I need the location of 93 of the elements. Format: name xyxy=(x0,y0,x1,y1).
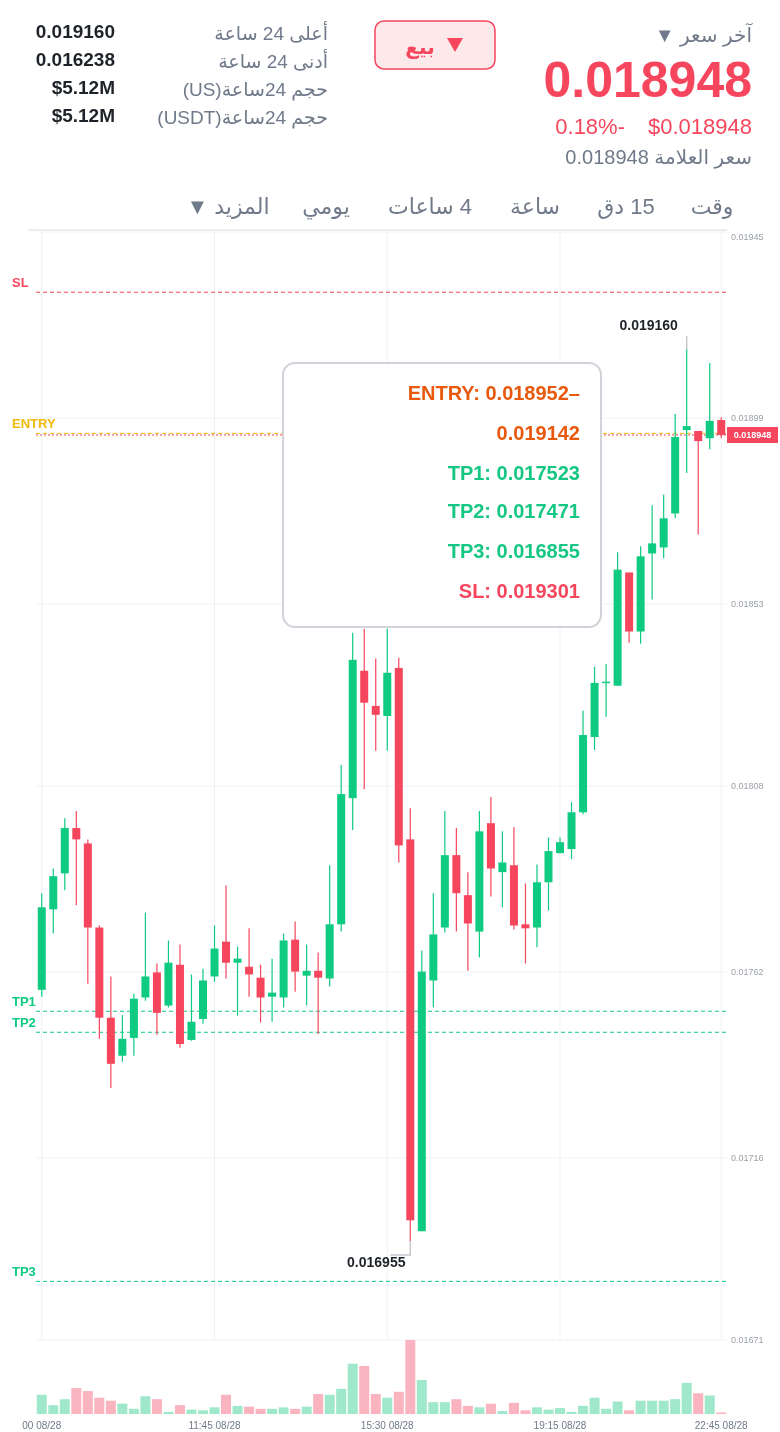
text: حجم 24ساعة(USDT) xyxy=(157,107,328,129)
bar xyxy=(485,1403,496,1414)
bar xyxy=(186,1409,197,1414)
text: 4 ساعات xyxy=(387,194,473,219)
y-tick-label: 0.01899 xyxy=(731,413,764,424)
ref-line-label: 0.018948 xyxy=(733,430,772,441)
text: يومي xyxy=(302,194,350,220)
text: $5.12M xyxy=(51,105,115,126)
bar xyxy=(232,1405,243,1414)
bar xyxy=(451,1399,462,1414)
bar xyxy=(221,1394,232,1414)
text: $0.018948 xyxy=(648,114,752,139)
annotation: 0.019142 xyxy=(496,422,580,444)
ref-line-label: TP1 xyxy=(12,994,36,1010)
text: آخر سعر ▼ xyxy=(654,22,754,47)
text: أعلى 24 ساعة xyxy=(214,21,328,44)
bar xyxy=(278,1407,289,1414)
bar xyxy=(474,1407,485,1414)
text: 15 دق xyxy=(597,194,655,219)
annotation: 0.016955 xyxy=(347,1253,406,1270)
text: وقت xyxy=(690,194,734,219)
text: حجم 24ساعة(US) xyxy=(182,79,328,101)
x-tick-label: 11:45 08/28 xyxy=(188,1420,241,1431)
bar xyxy=(347,1363,358,1414)
candlestick xyxy=(498,830,507,908)
annotation: ENTRY: 0.018952– xyxy=(407,382,580,404)
bar xyxy=(163,1411,174,1414)
ref-line-label: TP2 xyxy=(12,1015,36,1031)
candlestick xyxy=(141,911,150,1002)
y-tick-label: 0.01671 xyxy=(731,1335,764,1345)
text: سعر العلامة 0.018948 xyxy=(565,146,752,169)
bar xyxy=(693,1393,704,1414)
y-tick-label: 0.01808 xyxy=(731,781,764,791)
y-tick-label: 0.01716 xyxy=(731,1153,764,1164)
bar xyxy=(612,1401,623,1414)
ref-line-label: ENTRY xyxy=(12,416,56,432)
annotation: 0.019160 xyxy=(619,317,679,334)
text: 0.016238 xyxy=(35,49,115,70)
bar xyxy=(244,1406,255,1414)
y-tick-label: 0.01853 xyxy=(731,599,764,610)
bar xyxy=(704,1395,715,1414)
bar xyxy=(313,1394,324,1414)
bar xyxy=(267,1408,278,1414)
annotation: TP3: 0.016855 xyxy=(447,540,580,562)
candlestick xyxy=(72,810,81,906)
text: المزيد ▼ xyxy=(186,194,270,219)
candlestick xyxy=(314,952,323,1035)
candlestick xyxy=(302,943,311,1007)
bar xyxy=(359,1365,370,1414)
bar xyxy=(301,1406,312,1414)
annotation: TP2: 0.017471 xyxy=(447,500,580,522)
bar xyxy=(462,1405,473,1414)
candlestick xyxy=(705,362,714,450)
bar xyxy=(382,1397,393,1414)
text: ساعة xyxy=(509,194,561,219)
bar xyxy=(71,1388,82,1414)
bar xyxy=(439,1402,450,1414)
annotation: TP1: 0.017523 xyxy=(447,462,580,484)
x-tick-label: 00 08/28 xyxy=(22,1420,62,1431)
bar xyxy=(117,1403,128,1414)
text: بيع xyxy=(405,36,435,59)
text: أدنى 24 ساعة xyxy=(218,49,328,72)
candlestick xyxy=(256,964,265,1024)
bar xyxy=(370,1394,381,1414)
bar xyxy=(197,1410,208,1414)
text: 0.018948 xyxy=(543,52,752,108)
text: 0.019160 xyxy=(35,21,115,42)
candlestick xyxy=(222,884,231,980)
candlestick xyxy=(648,504,657,601)
y-tick-label: 0.01945 xyxy=(731,232,764,242)
bar xyxy=(105,1400,116,1414)
y-tick-label: 0.01762 xyxy=(731,967,764,978)
bar xyxy=(174,1405,185,1414)
x-tick-label: 19:15 08/28 xyxy=(533,1420,587,1431)
bar xyxy=(624,1410,635,1414)
text: 0.18%- xyxy=(555,114,625,139)
bar xyxy=(59,1399,70,1414)
bar xyxy=(209,1407,220,1414)
bar xyxy=(290,1408,301,1414)
bar xyxy=(681,1382,692,1414)
x-tick-label: 15:30 08/28 xyxy=(360,1420,415,1431)
candlestick xyxy=(371,658,380,752)
ref-line-label: TP3 xyxy=(12,1264,36,1280)
candlestick xyxy=(245,927,254,998)
annotation: SL: 0.019301 xyxy=(458,580,580,602)
text: $5.12M xyxy=(51,77,115,98)
bar xyxy=(151,1399,162,1414)
x-tick-label: 22:45 08/28 xyxy=(694,1420,749,1431)
ref-line-label: SL xyxy=(12,275,29,291)
bar xyxy=(555,1408,566,1414)
bar xyxy=(255,1408,266,1414)
bar xyxy=(497,1411,508,1414)
candlestick xyxy=(521,882,530,965)
